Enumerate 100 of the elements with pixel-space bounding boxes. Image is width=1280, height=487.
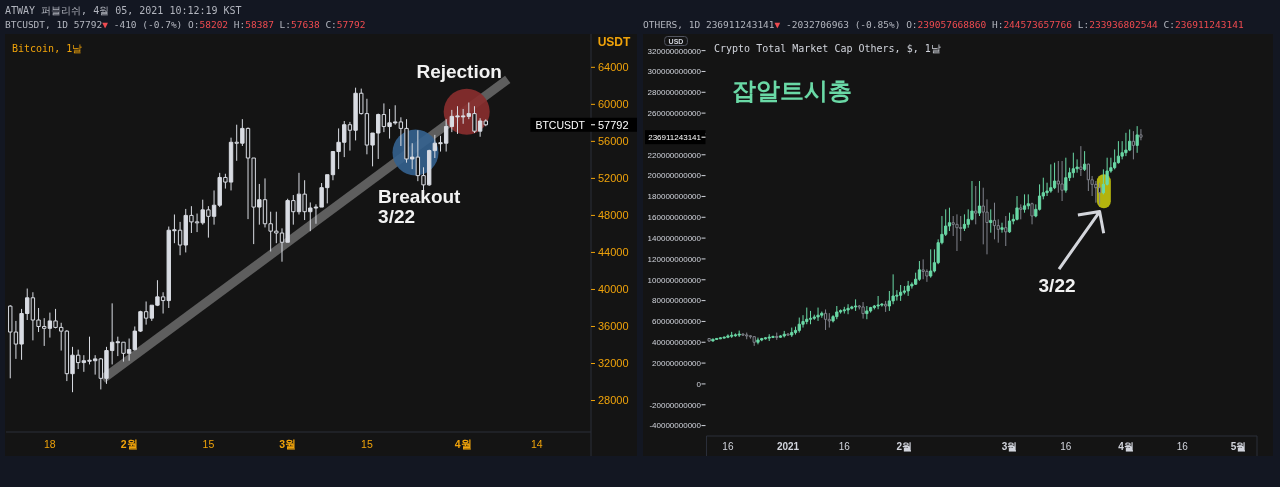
candlestick [805,307,809,325]
candlestick [929,248,933,279]
candlestick [1052,162,1057,190]
candlestick [763,336,768,341]
candlestick [752,335,756,347]
candlestick [741,332,745,337]
y-tick-label: 280000000000 [647,88,702,98]
candlestick [955,213,959,252]
text: BTCUSDT, 1D 57792▼ -410 (-0.7%) O:58202 H:58387 L:57638 C: [5,19,337,30]
y-tick-label: 80000000000 [652,296,702,306]
y-tick-label: 64000 [598,61,629,74]
candlestick [1071,152,1075,179]
y-tick-label: 52000 [598,172,629,185]
x-tick-label: 16 [1060,441,1072,452]
x-tick-label: 5월 [1230,441,1247,452]
x-tick-label: 4월 [454,438,472,450]
y-tick-label: -20000000000 [649,400,702,410]
candlestick [1026,193,1030,210]
candlestick [1007,212,1012,234]
candlestick [808,310,813,325]
candlestick [730,331,734,339]
candlestick [962,213,967,232]
y-tick-label: 32000 [598,357,629,370]
y-tick-label: 260000000000 [647,109,702,118]
candlestick [827,312,831,329]
candlestick [771,335,775,339]
y-tick-label: 160000000000 [647,213,702,223]
x-tick-label: 2월 [896,441,913,452]
y-tick-label: -40000000000 [649,421,702,431]
candlestick [722,336,726,340]
text: OTHERS, 1D 236911243141▼ -2032706963 (-0.85%) O:239057668860 H:244573657766 L:233936802544 C: [643,19,1176,30]
candlestick [1022,193,1027,214]
y-tick-label: 20000000000 [652,358,702,368]
y-tick-label: 56000 [598,135,629,148]
candlestick [1064,157,1068,194]
text: Bitcoin, 1날 [12,43,83,54]
candlestick [917,260,922,282]
candlestick [974,185,978,225]
candlestick [1019,203,1023,220]
annotation: 3/22 [1038,274,1076,296]
x-tick-label: 15 [361,438,373,450]
x-tick-label: 16 [838,441,851,452]
x-tick-label: 14 [530,438,543,450]
candlestick [775,332,779,341]
candlestick [853,298,858,312]
candlestick [906,280,910,297]
candlestick [711,338,715,342]
candlestick [1135,125,1139,154]
annotation: Breakout 3/22 [378,186,462,228]
candlestick [865,305,869,320]
x-tick-label: 15 [202,438,215,450]
candlestick [947,207,952,232]
y-tick-label: 120000000000 [647,254,702,264]
candlestick [718,336,723,340]
candlestick [707,337,711,343]
candlestick [1128,128,1132,152]
y-tick-label: 36000 [598,320,629,333]
candlestick [1094,180,1098,204]
annotation: 잡알트시총 [732,77,852,104]
candlestick [820,311,824,319]
y-tick-label: 200000000000 [647,171,702,181]
x-tick-label: 2021 [776,441,800,452]
y-tick-label: 0 [696,379,702,389]
candlestick [838,308,843,315]
y-tick-label: 60000000000 [652,317,702,327]
y-tick-label: 40000000000 [652,338,702,348]
candlestick [797,317,801,334]
candlestick [1015,195,1019,221]
text: 57792 [336,19,366,30]
candlestick [835,305,839,320]
candlestick [977,180,982,217]
x-tick-label: 3월 [279,438,297,450]
candlestick [876,295,880,310]
x-tick-label: 16 [1176,441,1189,452]
y-tick-label: 60000 [598,98,629,111]
candlestick [1049,163,1053,194]
candlestick [737,330,741,338]
candlestick [715,337,719,341]
candlestick [1116,140,1121,165]
candlestick [1124,132,1128,157]
candlestick [1060,160,1064,202]
candlestick [760,337,764,342]
x-tick-label: 18 [44,438,56,450]
candlestick [733,332,738,338]
x-tick-label: 4월 [1118,441,1134,452]
candlestick [767,333,771,342]
y-tick-label: 220000000000 [647,150,702,160]
x-tick-label: 16 [722,441,734,452]
candlestick [782,330,786,338]
candlestick [1000,222,1004,234]
candlestick [1098,182,1102,205]
candlestick [1079,145,1083,177]
candlestick [899,284,903,302]
y-tick-label: 300000000000 [647,67,702,77]
candlestick [842,306,846,315]
candlestick [1030,202,1034,225]
y-tick-label: 44000 [598,246,629,259]
y-tick-label: 100000000000 [647,275,702,285]
x-tick-label: 3월 [1001,441,1018,452]
y-tick-label: 180000000000 [647,192,702,202]
